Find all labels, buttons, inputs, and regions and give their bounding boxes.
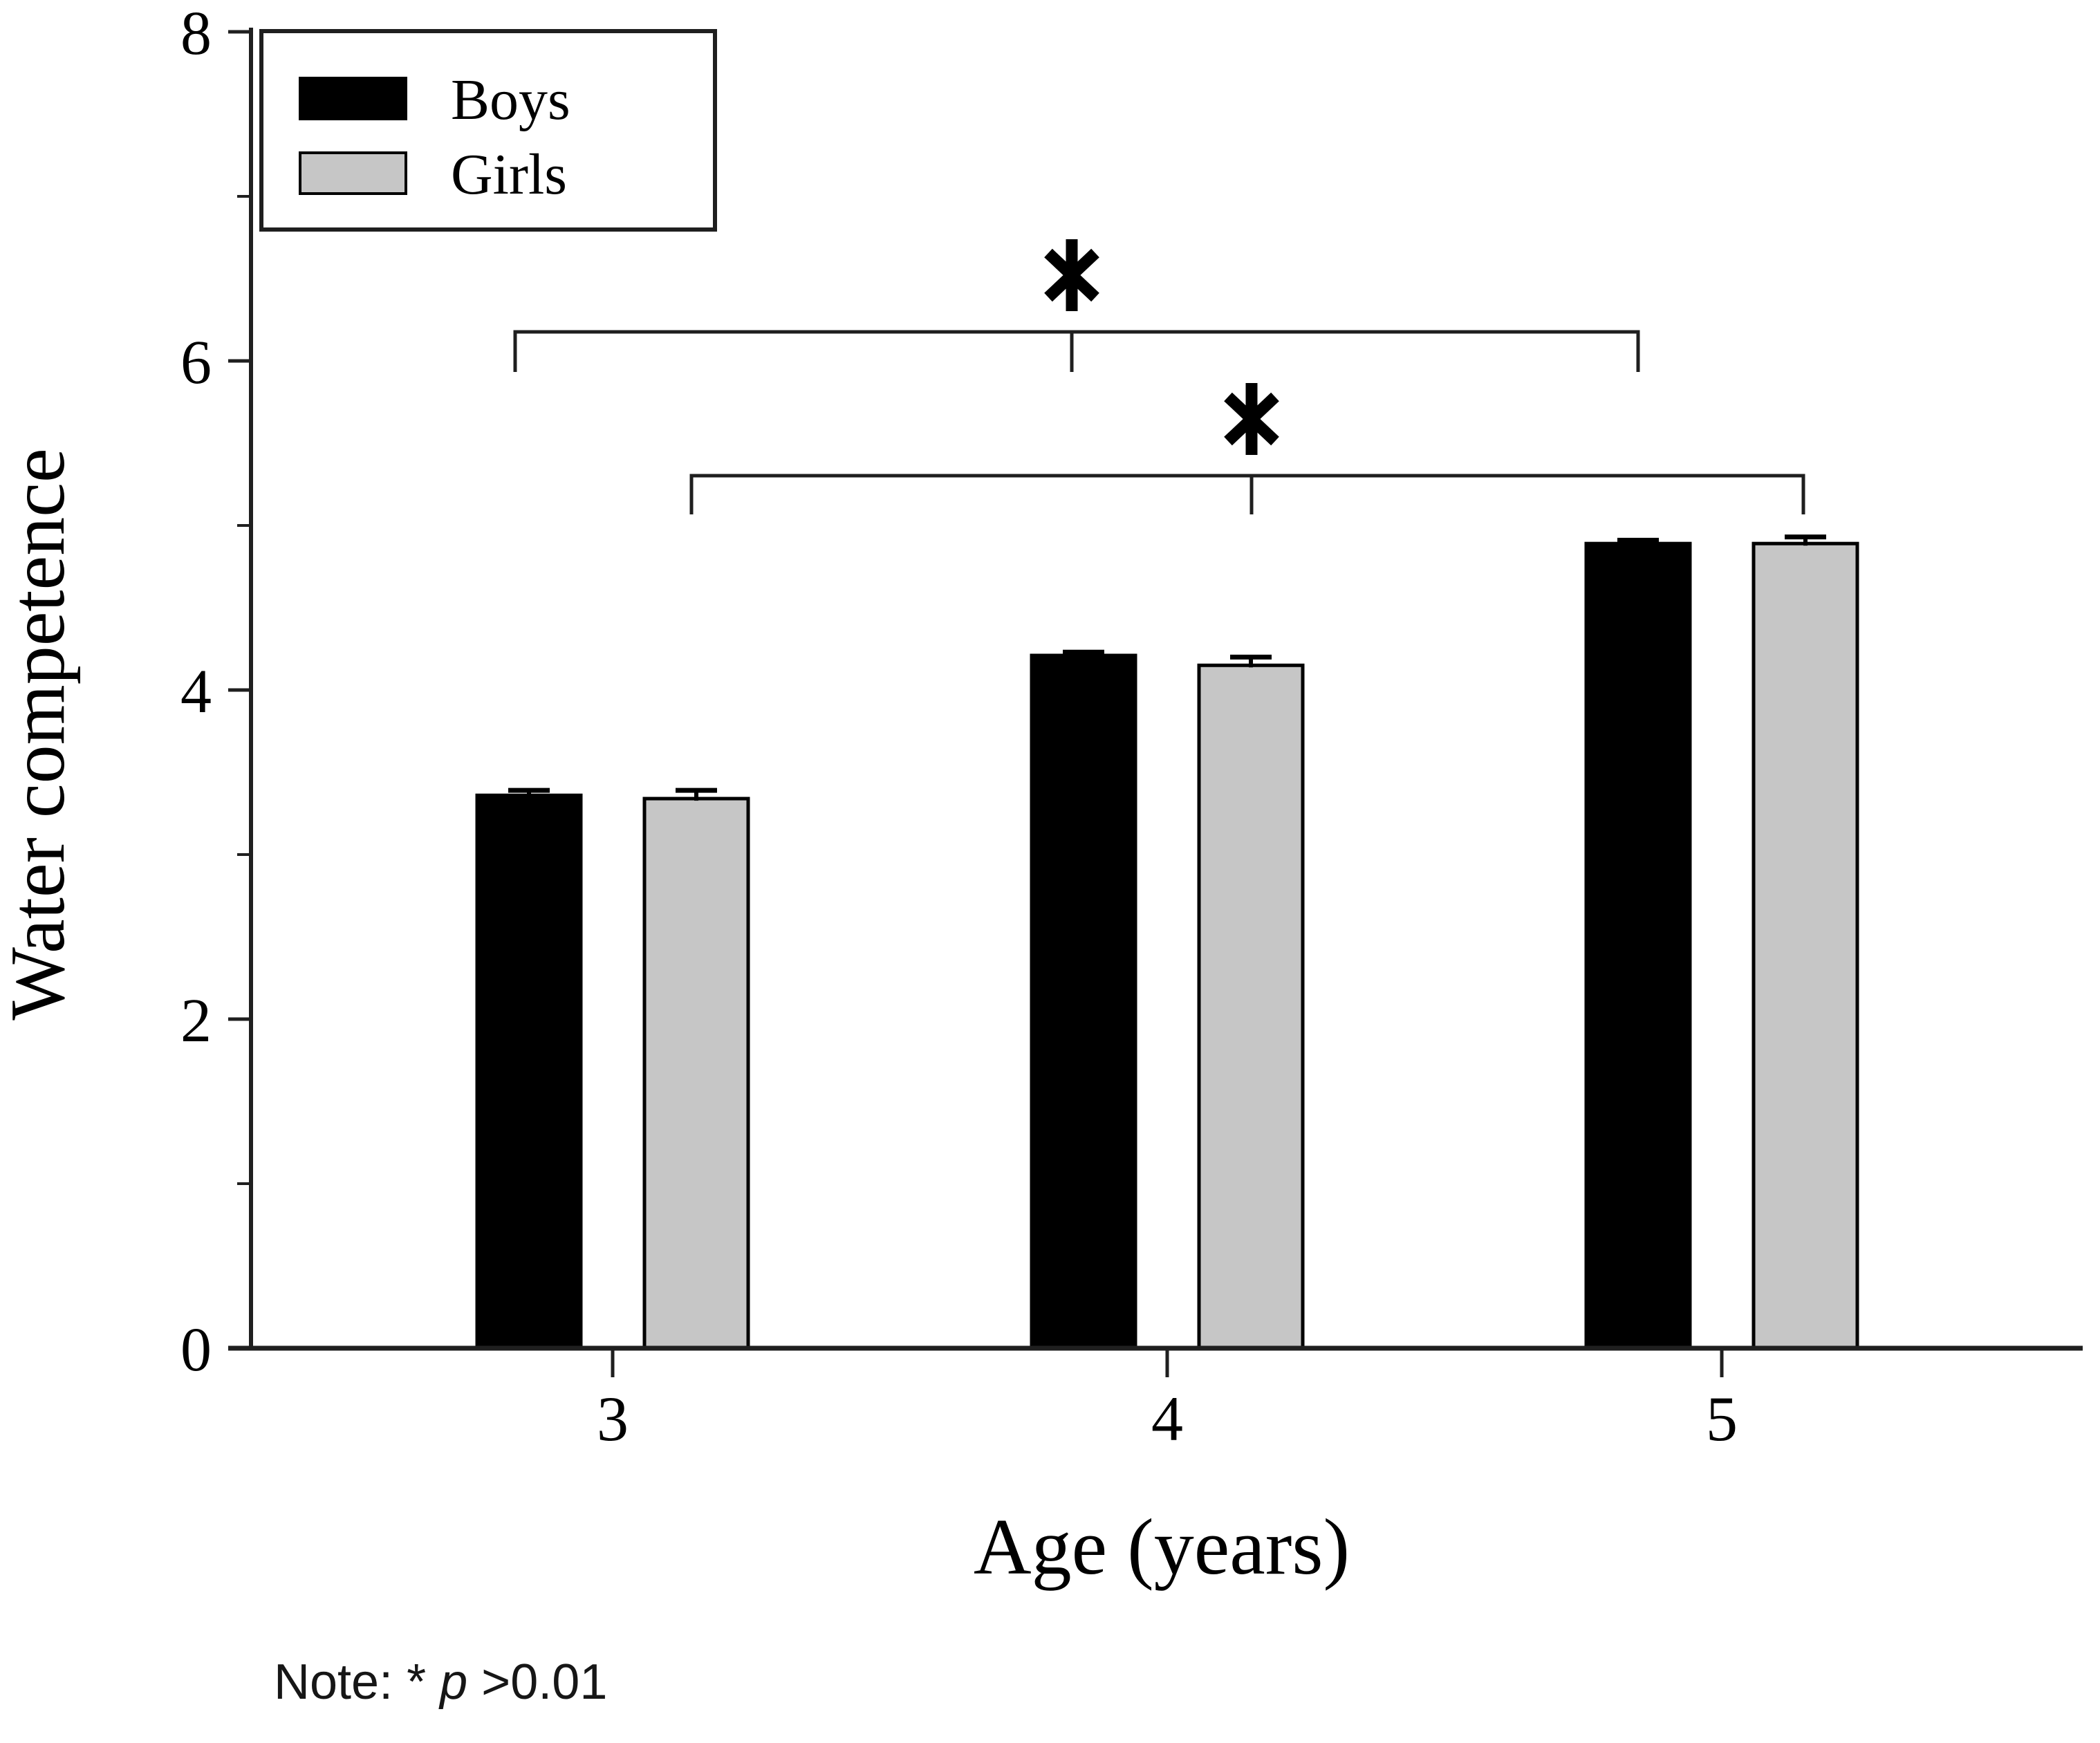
y-tick-label-2: 2 bbox=[180, 987, 212, 1055]
error-bar-boys-age-5 bbox=[1617, 537, 1659, 546]
significance-asterisk bbox=[1224, 383, 1279, 455]
error-bar-girls-age-3 bbox=[676, 787, 717, 801]
error-bar-boys-age-3 bbox=[508, 787, 550, 798]
x-tick-label-3: 3 bbox=[597, 1383, 629, 1454]
legend-label-girls: Girls bbox=[451, 142, 567, 207]
error-bar-boys-age-4 bbox=[1063, 649, 1104, 658]
legend: Boys Girls bbox=[259, 29, 717, 232]
error-bar-girls-age-5 bbox=[1785, 534, 1826, 546]
legend-swatch-girls bbox=[299, 151, 407, 195]
legend-box bbox=[259, 29, 717, 232]
x-tick-label-4: 4 bbox=[1151, 1383, 1183, 1454]
y-axis-title: Water competence bbox=[0, 448, 81, 1020]
legend-swatch-boys bbox=[299, 77, 407, 120]
bar-boys-age-5 bbox=[1584, 541, 1692, 1350]
x-axis: 3 4 5 bbox=[228, 1345, 2083, 1454]
y-tick-label-4: 4 bbox=[180, 658, 212, 726]
x-tick-label-5: 5 bbox=[1706, 1383, 1738, 1454]
x-axis-title: Age (years) bbox=[974, 1503, 1350, 1592]
figure-note: Note: * p >0.01 bbox=[274, 1654, 607, 1711]
y-axis: 0 2 4 6 8 bbox=[180, 0, 253, 1384]
significance-bracket-girls bbox=[689, 474, 1805, 514]
bar-boys-age-4 bbox=[1030, 653, 1137, 1350]
significance-asterisk bbox=[1044, 239, 1099, 311]
axes-layer: 0 2 4 6 8 3 4 5 bbox=[180, 0, 2083, 1454]
bars-layer bbox=[475, 534, 1859, 1350]
legend-label-boys: Boys bbox=[451, 68, 570, 132]
note-prefix: Note: * bbox=[274, 1655, 440, 1710]
error-bar-girls-age-4 bbox=[1230, 654, 1272, 668]
y-tick-label-8: 8 bbox=[180, 0, 212, 68]
bar-girls-age-3 bbox=[642, 796, 750, 1350]
y-tick-label-6: 6 bbox=[180, 328, 212, 397]
significance-layer bbox=[513, 239, 1805, 514]
y-tick-label-0: 0 bbox=[180, 1316, 212, 1384]
bar-girls-age-5 bbox=[1751, 541, 1859, 1350]
note-suffix: >0.01 bbox=[467, 1655, 608, 1710]
note-p-symbol: p bbox=[440, 1655, 468, 1710]
bar-girls-age-4 bbox=[1197, 663, 1305, 1350]
significance-bracket-boys bbox=[513, 330, 1640, 372]
bar-boys-age-3 bbox=[475, 793, 583, 1350]
